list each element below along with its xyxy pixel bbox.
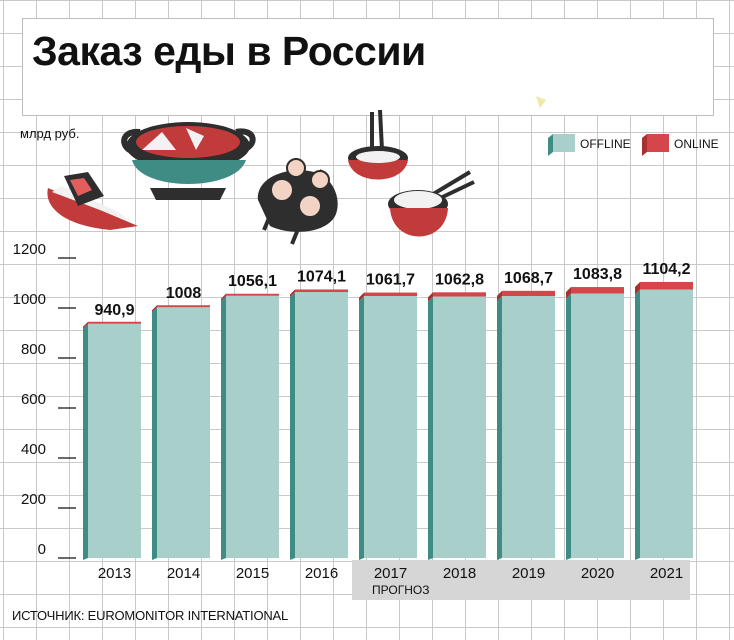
offline-bar-side bbox=[359, 296, 364, 560]
offline-bar bbox=[502, 296, 555, 558]
bar-group-2020: 1083,8 bbox=[566, 266, 624, 560]
value-label: 1061,7 bbox=[366, 272, 415, 289]
legend-label: OFFLINE bbox=[580, 137, 631, 151]
skewers-icon bbox=[257, 158, 338, 245]
y-tick-label: 600 bbox=[21, 391, 46, 408]
value-label: 1062,8 bbox=[435, 271, 484, 288]
x-axis-labels: 2013 2014 2015 2016 2017 2018 2019 2020 2021 bbox=[98, 565, 683, 582]
offline-bar bbox=[157, 307, 210, 558]
offline-bar bbox=[571, 293, 624, 558]
value-label: 940,9 bbox=[94, 302, 134, 319]
online-bar bbox=[226, 293, 279, 296]
bar-group-2015: 1056,1 bbox=[221, 273, 279, 560]
online-bar-side bbox=[359, 292, 364, 301]
bar-group-2013: 940,9 bbox=[83, 302, 141, 560]
bar-group-2019: 1068,7 bbox=[497, 270, 555, 560]
offline-bar bbox=[295, 292, 348, 558]
offline-bar-side bbox=[221, 295, 226, 560]
y-tick-label: 1000 bbox=[13, 291, 46, 308]
x-tick-label: 2016 bbox=[305, 565, 338, 582]
offline-bar-side bbox=[83, 323, 88, 560]
bar-group-2017: 1061,7 bbox=[359, 272, 417, 560]
legend-swatch bbox=[647, 134, 669, 152]
offline-bar-side bbox=[497, 296, 502, 560]
legend-label: ONLINE bbox=[674, 137, 719, 151]
offline-bar bbox=[433, 296, 486, 558]
x-tick-label: 2014 bbox=[167, 565, 200, 582]
online-bar bbox=[433, 292, 486, 297]
online-bar bbox=[571, 287, 624, 294]
y-axis-unit-label: млрд руб. bbox=[20, 126, 80, 141]
offline-bar-side bbox=[152, 307, 157, 560]
value-label: 1074,1 bbox=[297, 268, 346, 285]
offline-bar-side bbox=[290, 292, 295, 560]
noodle-bowl-icon bbox=[348, 109, 408, 180]
legend-online: ONLINE bbox=[642, 134, 719, 156]
forecast-label: ПРОГНОЗ bbox=[372, 583, 429, 597]
source-note: ИСТОЧНИК: EUROMONITOR INTERNATIONAL bbox=[12, 608, 289, 623]
offline-bar bbox=[640, 289, 693, 558]
offline-bar bbox=[226, 295, 279, 558]
x-tick-label: 2021 bbox=[650, 565, 683, 582]
value-label: 1056,1 bbox=[228, 273, 277, 290]
x-tick-label: 2015 bbox=[236, 565, 269, 582]
legend-offline: OFFLINE bbox=[548, 134, 631, 156]
y-tick-label: 800 bbox=[21, 341, 46, 358]
online-bar bbox=[502, 290, 555, 296]
online-bar-side bbox=[566, 287, 571, 299]
online-bar bbox=[295, 289, 348, 292]
online-bar-side bbox=[290, 289, 295, 297]
forecast-shading bbox=[352, 560, 690, 600]
title-box bbox=[22, 18, 714, 116]
legend-swatch bbox=[553, 134, 575, 152]
bar-group-2018: 1062,8 bbox=[428, 271, 486, 560]
value-label: 1083,8 bbox=[573, 266, 622, 283]
value-label: 1068,7 bbox=[504, 270, 553, 287]
offline-bar bbox=[88, 323, 141, 558]
offline-bar-side bbox=[566, 293, 571, 560]
online-bar-side bbox=[497, 290, 502, 301]
legend: OFFLINE ONLINE bbox=[548, 134, 719, 156]
bars: 940,9 1008 1056,1 1074,1 1061,7 1062,8 1068,7 1… bbox=[83, 261, 693, 560]
online-bar-side bbox=[635, 281, 640, 295]
bar-group-2014: 1008 bbox=[152, 285, 210, 560]
value-label: 1008 bbox=[166, 285, 202, 302]
offline-bar-side bbox=[635, 289, 640, 560]
y-tick-label: 1200 bbox=[13, 241, 46, 258]
x-tick-label: 2020 bbox=[581, 565, 614, 582]
sparkle-decoration bbox=[536, 96, 546, 108]
rice-bowl-icon bbox=[388, 170, 475, 237]
x-tick-label: 2013 bbox=[98, 565, 131, 582]
online-bar-side bbox=[428, 292, 433, 302]
online-bar bbox=[640, 281, 693, 290]
legend-swatch-side bbox=[548, 134, 553, 156]
bar-group-2021: 1104,2 bbox=[635, 261, 693, 560]
x-tick-label: 2018 bbox=[443, 565, 476, 582]
x-tick-label: 2019 bbox=[512, 565, 545, 582]
chart-title: Заказ еды в России bbox=[32, 28, 426, 74]
online-bar-side bbox=[83, 321, 88, 329]
y-axis: 0 200 400 600 800 1000 1200 bbox=[13, 241, 76, 559]
bar-group-2016: 1074,1 bbox=[290, 268, 348, 560]
y-tick-label: 400 bbox=[21, 441, 46, 458]
online-bar bbox=[157, 305, 210, 308]
online-bar bbox=[364, 292, 417, 296]
legend-swatch-side bbox=[642, 134, 647, 156]
online-bar-side bbox=[152, 305, 157, 313]
sushi-cone-icon bbox=[47, 172, 138, 230]
online-bar-side bbox=[221, 293, 226, 301]
online-bar bbox=[88, 321, 141, 324]
value-label: 1104,2 bbox=[642, 261, 690, 278]
y-tick-label: 200 bbox=[21, 491, 46, 508]
bowl-icon bbox=[121, 122, 256, 200]
offline-bar-side bbox=[428, 296, 433, 560]
offline-bar bbox=[364, 296, 417, 558]
x-tick-label: 2017 bbox=[374, 565, 407, 582]
y-tick-label: 0 bbox=[38, 541, 46, 558]
